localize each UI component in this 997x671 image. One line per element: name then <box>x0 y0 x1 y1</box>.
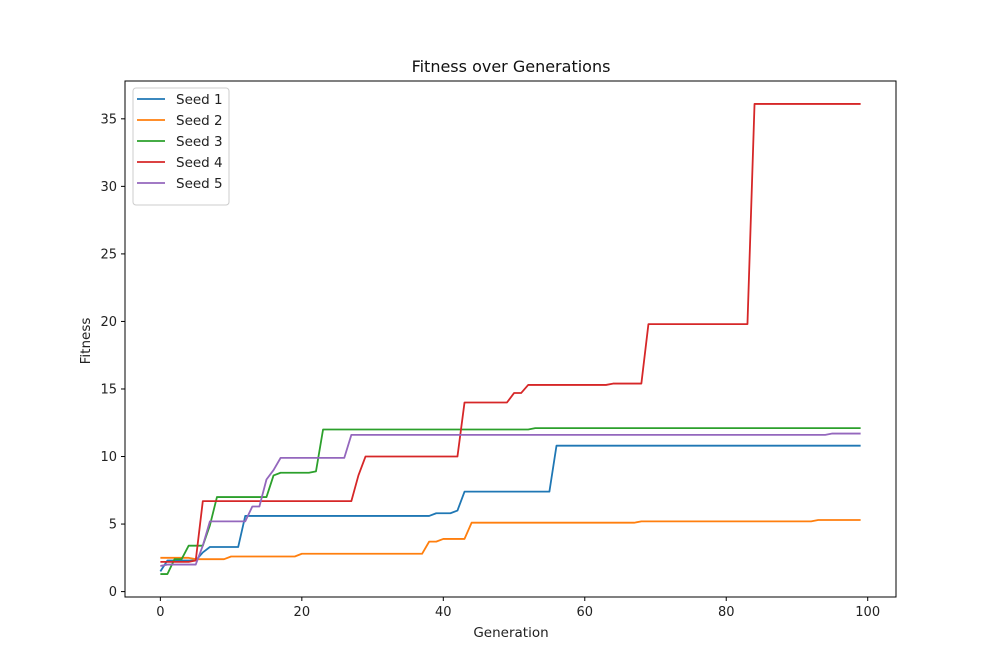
x-tick-label: 60 <box>576 605 593 620</box>
x-tick-label: 0 <box>156 605 164 620</box>
y-tick-label: 10 <box>100 450 117 465</box>
chart-title: Fitness over Generations <box>412 57 611 76</box>
legend-label: Seed 5 <box>176 176 223 192</box>
y-axis-ticks: 0 5 10 15 20 25 30 35 <box>100 112 125 600</box>
x-tick-label: 80 <box>718 605 735 620</box>
legend: Seed 1 Seed 2 Seed 3 Seed 4 Seed 5 <box>132 87 230 206</box>
plot-frame <box>124 80 897 598</box>
legend-label: Seed 2 <box>176 113 223 129</box>
x-tick-label: 100 <box>855 605 880 620</box>
y-tick-label: 25 <box>100 247 117 262</box>
y-tick-label: 15 <box>100 382 117 397</box>
legend-label: Seed 3 <box>176 134 223 150</box>
x-axis-label: Generation <box>473 625 548 641</box>
series-line-seed-4 <box>160 103 861 563</box>
series-line-seed-2 <box>160 519 861 561</box>
series-lines <box>159 103 861 575</box>
x-tick-label: 40 <box>435 605 452 620</box>
y-tick-label: 35 <box>100 112 117 127</box>
y-axis-label: Fitness <box>78 318 94 365</box>
x-tick-label: 20 <box>294 605 311 620</box>
y-tick-label: 0 <box>109 585 117 600</box>
y-tick-label: 30 <box>100 180 117 195</box>
series-line-seed-5 <box>160 432 861 567</box>
legend-label: Seed 1 <box>176 92 223 108</box>
legend-box <box>132 87 230 206</box>
series-line-seed-3 <box>160 427 861 575</box>
legend-label: Seed 4 <box>176 155 223 171</box>
y-tick-label: 5 <box>109 518 117 533</box>
y-tick-label: 20 <box>100 315 117 330</box>
x-axis-ticks: 0 20 40 60 80 100 <box>156 597 880 620</box>
